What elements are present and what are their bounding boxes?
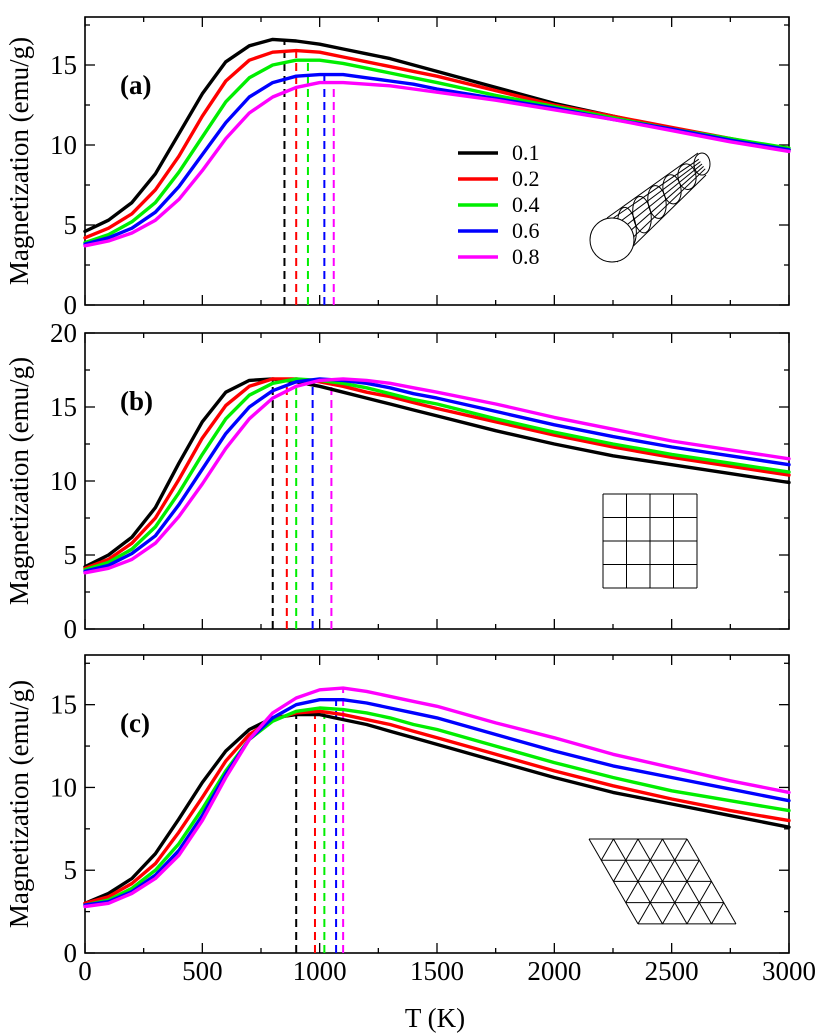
series-line-0.8 <box>83 377 791 575</box>
triangular-grid-inset <box>588 838 737 925</box>
series-line-0.2 <box>83 709 791 905</box>
y-tick-label: 5 <box>64 855 78 885</box>
y-tick-label: 15 <box>50 50 77 80</box>
panel-label: (b) <box>120 386 153 416</box>
x-tick-label: 500 <box>182 956 223 986</box>
square-grid-inset <box>602 493 698 589</box>
legend-label-0.8: 0.8 <box>512 244 540 269</box>
x-tick-label: 2500 <box>645 956 699 986</box>
x-axis-label: T (K) <box>405 1003 465 1033</box>
x-tick-label: 0 <box>78 956 92 986</box>
panel-label: (c) <box>120 708 150 738</box>
series-line-0.8 <box>83 686 791 909</box>
y-axis-label: Magnetization (emu/g) <box>4 357 34 605</box>
series-line-0.1 <box>83 712 791 905</box>
y-tick-label: 10 <box>50 466 77 496</box>
chart-panel-3: 0 5 10 15 0 500 1000 1500 2000 2500 3000 Magnetizat… <box>4 654 816 986</box>
series-line-0.2 <box>83 377 791 570</box>
x-tick-label: 1000 <box>293 956 347 986</box>
y-tick-label: 15 <box>50 690 77 720</box>
legend-label-0.4: 0.4 <box>512 192 540 217</box>
x-tick-label: 2000 <box>527 956 581 986</box>
series-line-0.6 <box>83 698 791 907</box>
y-tick-label: 0 <box>64 614 78 644</box>
legend: 0.10.20.40.60.8 <box>458 140 540 269</box>
nanotube-inset <box>589 152 711 263</box>
series-line-0.4 <box>83 377 791 572</box>
legend-label-0.2: 0.2 <box>512 166 540 191</box>
series-line-0.4 <box>83 706 791 907</box>
series-line-0.8 <box>83 80 791 248</box>
panel-label: (a) <box>120 70 151 100</box>
y-tick-label: 0 <box>64 938 78 968</box>
y-tick-label: 10 <box>50 772 77 802</box>
y-tick-label: 10 <box>50 130 77 160</box>
y-tick-label: 15 <box>50 392 77 422</box>
legend-label-0.6: 0.6 <box>512 218 540 243</box>
x-tick-label: 3000 <box>762 956 816 986</box>
y-tick-label: 20 <box>50 318 77 348</box>
series-line-0.1 <box>83 377 791 569</box>
y-axis-label: Magnetization (emu/g) <box>4 680 34 928</box>
chart-panel-2: 0 5 10 15 20 Magnetization (emu/g) (b) <box>4 318 791 644</box>
y-tick-label: 5 <box>64 540 78 570</box>
y-axis-label: Magnetization (emu/g) <box>4 37 34 285</box>
y-tick-label: 0 <box>64 290 78 320</box>
legend-label-0.1: 0.1 <box>512 140 540 165</box>
y-tick-label: 5 <box>64 210 78 240</box>
x-tick-label: 1500 <box>410 956 464 986</box>
